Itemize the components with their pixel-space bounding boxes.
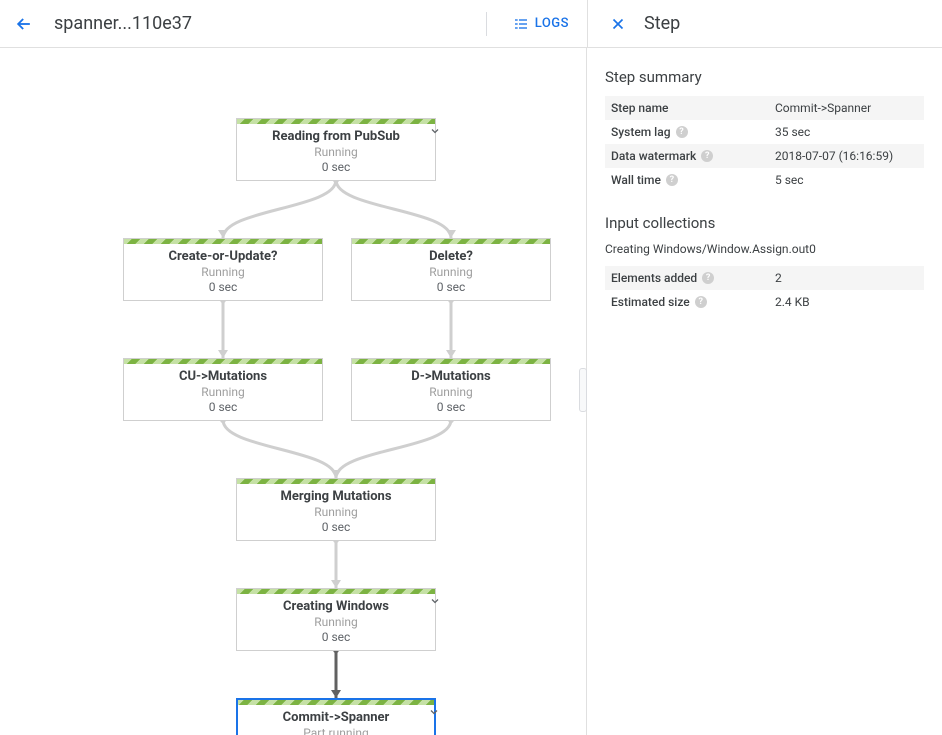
table-row: System lag?35 sec [605,120,924,144]
node-status: Part running [242,726,430,735]
pipeline-node[interactable]: Reading from PubSubRunning0 sec [236,118,436,181]
pipeline-node[interactable]: Commit->SpannerPart running5 sec [236,698,436,735]
job-title: spanner...110e37 [54,13,192,34]
node-status: Running [241,615,431,629]
node-status: Running [241,145,431,159]
node-title: Reading from PubSub [241,129,431,144]
help-icon[interactable]: ? [695,296,707,308]
node-time: 0 sec [241,630,431,644]
pipeline-node[interactable]: D->MutationsRunning0 sec [351,358,551,421]
row-value: 2018-07-07 (16:16:59) [775,149,924,163]
node-time: 0 sec [241,520,431,534]
pipeline-node[interactable]: Create-or-Update?Running0 sec [123,238,323,301]
row-label: Data watermark? [605,149,775,163]
row-label: Wall time? [605,173,775,187]
input-collections-title: Input collections [605,214,924,232]
row-label: Elements added? [605,271,775,285]
status-stripe [352,239,550,244]
divider [486,12,487,36]
close-panel-button[interactable] [600,6,636,42]
pipeline-node[interactable]: Creating WindowsRunning0 sec [236,588,436,651]
help-icon[interactable]: ? [702,272,714,284]
node-title: D->Mutations [356,369,546,384]
table-row: Data watermark?2018-07-07 (16:16:59) [605,144,924,168]
node-time: 0 sec [356,280,546,294]
help-icon[interactable]: ? [701,150,713,162]
node-time: 0 sec [241,160,431,174]
step-summary-title: Step summary [605,68,924,86]
node-title: Delete? [356,249,546,264]
pipeline-node[interactable]: CU->MutationsRunning0 sec [123,358,323,421]
arrow-left-icon [14,14,34,34]
row-label: System lag? [605,125,775,139]
top-bar-left: spanner...110e37 LOGS [0,0,587,47]
close-icon [609,15,627,33]
logs-label: LOGS [535,16,569,31]
node-title: Merging Mutations [241,489,431,504]
node-time: 0 sec [128,280,318,294]
row-value: 2 [775,271,924,285]
step-details-panel: Step summary Step nameCommit->SpannerSys… [587,48,942,735]
status-stripe [124,239,322,244]
row-value: 35 sec [775,125,924,139]
pipeline-graph[interactable]: Reading from PubSubRunning0 secCreate-or… [0,48,587,735]
panel-title: Step [644,13,680,34]
input-collection-name: Creating Windows/Window.Assign.out0 [605,242,924,256]
top-bar: spanner...110e37 LOGS Step [0,0,942,48]
row-value: 5 sec [775,173,924,187]
logs-icon [513,16,529,32]
resize-handle[interactable] [579,368,587,412]
back-button[interactable] [0,0,48,48]
node-status: Running [128,265,318,279]
status-stripe [352,359,550,364]
pipeline-node[interactable]: Merging MutationsRunning0 sec [236,478,436,541]
node-status: Running [356,385,546,399]
node-status: Running [241,505,431,519]
row-label: Estimated size? [605,295,775,309]
top-bar-right: Step [587,0,942,47]
help-icon[interactable]: ? [666,174,678,186]
row-value: Commit->Spanner [775,101,924,115]
node-time: 0 sec [128,400,318,414]
row-label: Step name [605,101,775,115]
table-row: Estimated size?2.4 KB [605,290,924,314]
node-status: Running [356,265,546,279]
step-summary-table: Step nameCommit->SpannerSystem lag?35 se… [605,96,924,192]
logs-button[interactable]: LOGS [495,0,587,47]
node-status: Running [128,385,318,399]
pipeline-node[interactable]: Delete?Running0 sec [351,238,551,301]
node-title: CU->Mutations [128,369,318,384]
node-time: 0 sec [356,400,546,414]
status-stripe [124,359,322,364]
table-row: Wall time?5 sec [605,168,924,192]
status-stripe [237,589,435,594]
row-value: 2.4 KB [775,295,924,309]
status-stripe [237,119,435,124]
input-collections-table: Elements added?2Estimated size?2.4 KB [605,266,924,314]
node-title: Commit->Spanner [242,710,430,725]
node-title: Create-or-Update? [128,249,318,264]
node-title: Creating Windows [241,599,431,614]
table-row: Step nameCommit->Spanner [605,96,924,120]
help-icon[interactable]: ? [676,126,688,138]
status-stripe [237,479,435,484]
status-stripe [238,700,434,705]
table-row: Elements added?2 [605,266,924,290]
